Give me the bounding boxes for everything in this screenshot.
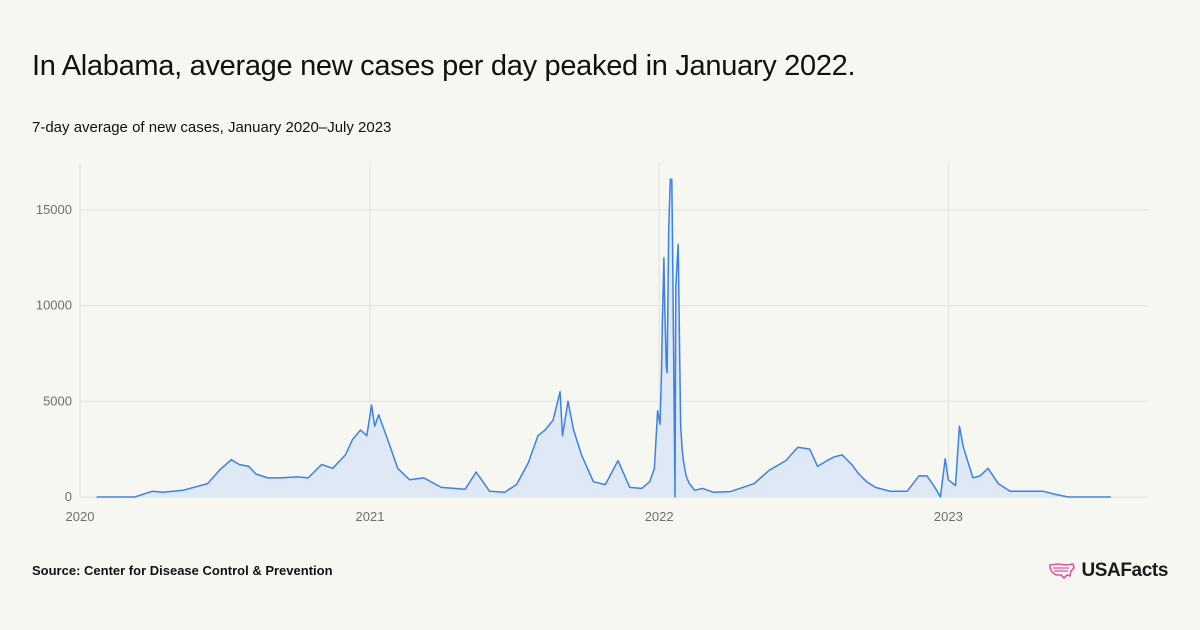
chart-subtitle: 7-day average of new cases, January 2020… — [32, 119, 392, 136]
logo-text: USAFacts — [1081, 560, 1168, 581]
x-axis-labels: 2020 2021 2022 2023 — [66, 509, 963, 524]
source-note: Source: Center for Disease Control & Pre… — [32, 563, 333, 578]
usa-map-icon — [1049, 563, 1076, 579]
x-tick-label: 2021 — [356, 509, 385, 524]
x-tick-label: 2020 — [66, 509, 95, 524]
series-line — [96, 178, 1111, 498]
chart-title: In Alabama, average new cases per day pe… — [32, 50, 856, 82]
y-tick-label: 0 — [65, 489, 72, 504]
y-tick-label: 10000 — [36, 298, 72, 313]
y-tick-label: 15000 — [36, 202, 72, 217]
y-axis-labels: 0 5000 10000 15000 — [36, 202, 72, 504]
horizontal-gridlines — [80, 209, 1148, 498]
series-area — [96, 179, 1111, 497]
vertical-gridlines — [79, 162, 949, 497]
y-tick-label: 5000 — [43, 393, 72, 408]
line-chart: 0 5000 10000 15000 2020 2021 2022 2023 — [36, 162, 1148, 524]
usafacts-logo[interactable]: USAFacts — [1049, 560, 1168, 582]
x-tick-label: 2023 — [934, 509, 963, 524]
x-tick-label: 2022 — [645, 509, 674, 524]
